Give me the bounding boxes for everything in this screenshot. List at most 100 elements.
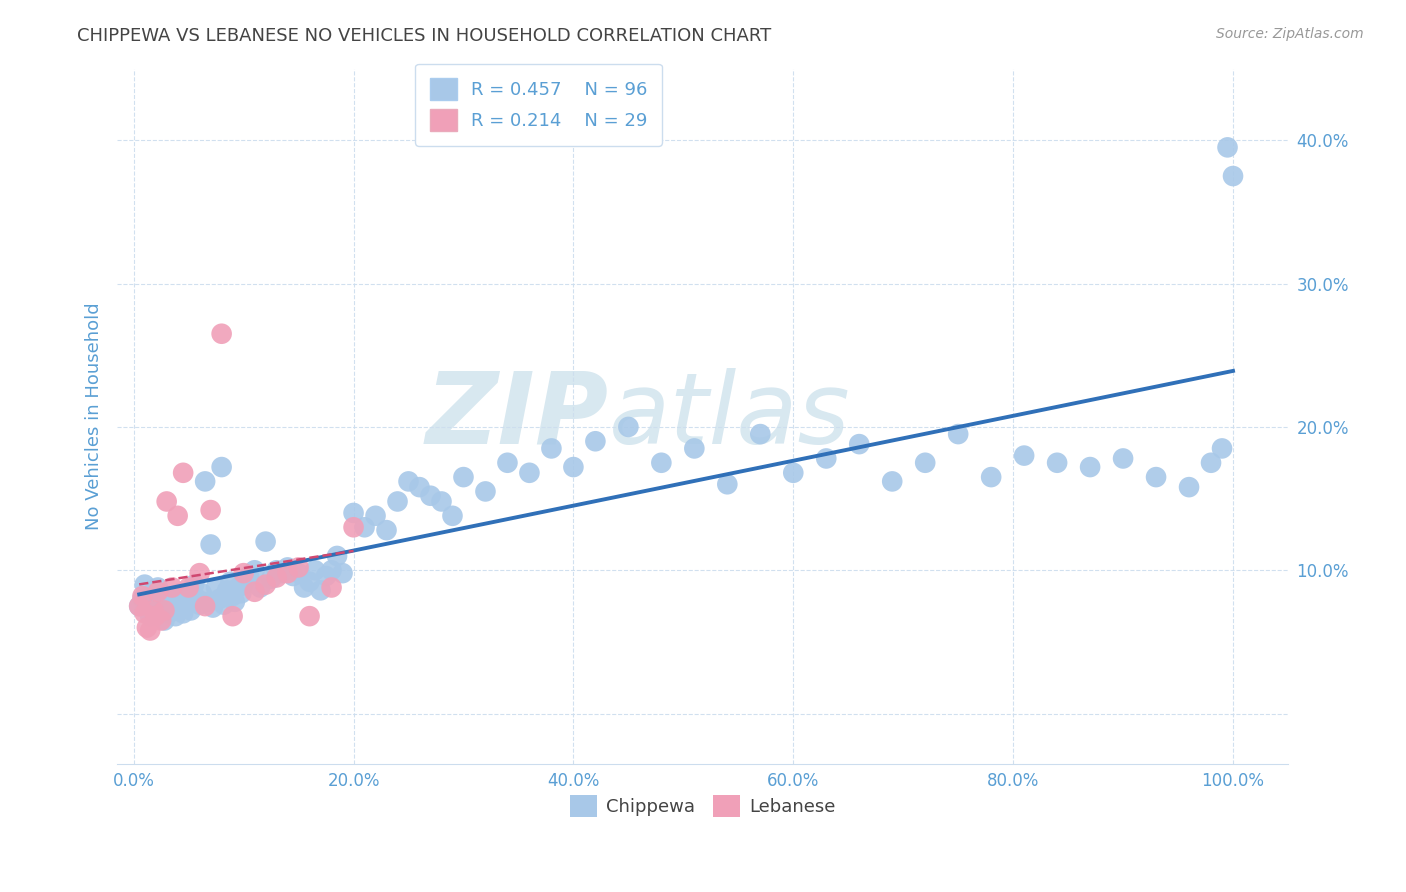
- Point: [298, 609, 321, 624]
- Point: [221, 609, 243, 624]
- Point: [782, 466, 804, 480]
- Point: [243, 563, 266, 577]
- Point: [153, 603, 176, 617]
- Point: [562, 460, 585, 475]
- Point: [135, 621, 157, 635]
- Text: Source: ZipAtlas.com: Source: ZipAtlas.com: [1216, 27, 1364, 41]
- Point: [186, 591, 208, 606]
- Point: [160, 581, 183, 595]
- Point: [201, 600, 224, 615]
- Point: [221, 589, 243, 603]
- Point: [156, 591, 179, 606]
- Point: [1199, 456, 1222, 470]
- Point: [1211, 442, 1233, 456]
- Point: [287, 566, 309, 581]
- Point: [139, 609, 162, 624]
- Point: [298, 574, 321, 589]
- Point: [169, 586, 191, 600]
- Text: atlas: atlas: [609, 368, 851, 465]
- Y-axis label: No Vehicles in Household: No Vehicles in Household: [86, 302, 103, 530]
- Point: [150, 614, 173, 628]
- Point: [364, 508, 387, 523]
- Point: [180, 603, 202, 617]
- Point: [134, 577, 156, 591]
- Point: [208, 591, 231, 606]
- Point: [156, 494, 179, 508]
- Point: [419, 489, 441, 503]
- Point: [145, 603, 167, 617]
- Point: [165, 609, 187, 624]
- Point: [266, 563, 288, 577]
- Point: [166, 598, 188, 612]
- Text: ZIP: ZIP: [426, 368, 609, 465]
- Point: [177, 581, 200, 595]
- Point: [342, 506, 364, 520]
- Point: [238, 569, 260, 583]
- Point: [946, 427, 969, 442]
- Point: [650, 456, 672, 470]
- Point: [243, 584, 266, 599]
- Point: [1012, 449, 1035, 463]
- Point: [200, 537, 222, 551]
- Point: [191, 586, 214, 600]
- Point: [387, 494, 409, 508]
- Point: [266, 570, 288, 584]
- Point: [321, 563, 343, 577]
- Point: [217, 583, 239, 598]
- Point: [145, 609, 167, 624]
- Point: [683, 442, 706, 456]
- Point: [342, 520, 364, 534]
- Point: [211, 460, 233, 475]
- Point: [177, 584, 200, 599]
- Point: [453, 470, 475, 484]
- Point: [249, 581, 271, 595]
- Point: [848, 437, 870, 451]
- Point: [398, 475, 420, 489]
- Point: [441, 508, 464, 523]
- Point: [309, 583, 332, 598]
- Point: [519, 466, 541, 480]
- Point: [749, 427, 772, 442]
- Point: [1078, 460, 1101, 475]
- Point: [375, 523, 398, 537]
- Point: [157, 607, 180, 621]
- Point: [150, 599, 173, 614]
- Point: [1112, 451, 1135, 466]
- Point: [212, 598, 235, 612]
- Point: [197, 595, 219, 609]
- Point: [142, 603, 165, 617]
- Point: [131, 591, 153, 606]
- Point: [474, 484, 496, 499]
- Point: [617, 420, 640, 434]
- Point: [1144, 470, 1167, 484]
- Point: [353, 520, 375, 534]
- Point: [408, 480, 430, 494]
- Point: [142, 584, 165, 599]
- Point: [128, 599, 150, 614]
- Point: [176, 595, 198, 609]
- Point: [200, 503, 222, 517]
- Point: [254, 577, 277, 591]
- Point: [226, 581, 249, 595]
- Point: [232, 566, 254, 581]
- Point: [315, 569, 337, 583]
- Point: [304, 563, 326, 577]
- Point: [231, 586, 253, 600]
- Point: [540, 442, 562, 456]
- Point: [131, 589, 153, 603]
- Point: [1222, 169, 1244, 183]
- Point: [232, 577, 254, 591]
- Point: [219, 574, 242, 589]
- Point: [254, 534, 277, 549]
- Point: [224, 595, 246, 609]
- Point: [134, 607, 156, 621]
- Point: [1216, 140, 1239, 154]
- Point: [277, 566, 299, 581]
- Text: CHIPPEWA VS LEBANESE NO VEHICLES IN HOUSEHOLD CORRELATION CHART: CHIPPEWA VS LEBANESE NO VEHICLES IN HOUS…: [77, 27, 772, 45]
- Point: [716, 477, 738, 491]
- Point: [166, 508, 188, 523]
- Point: [139, 624, 162, 638]
- Point: [260, 572, 283, 586]
- Point: [183, 577, 205, 591]
- Point: [160, 589, 183, 603]
